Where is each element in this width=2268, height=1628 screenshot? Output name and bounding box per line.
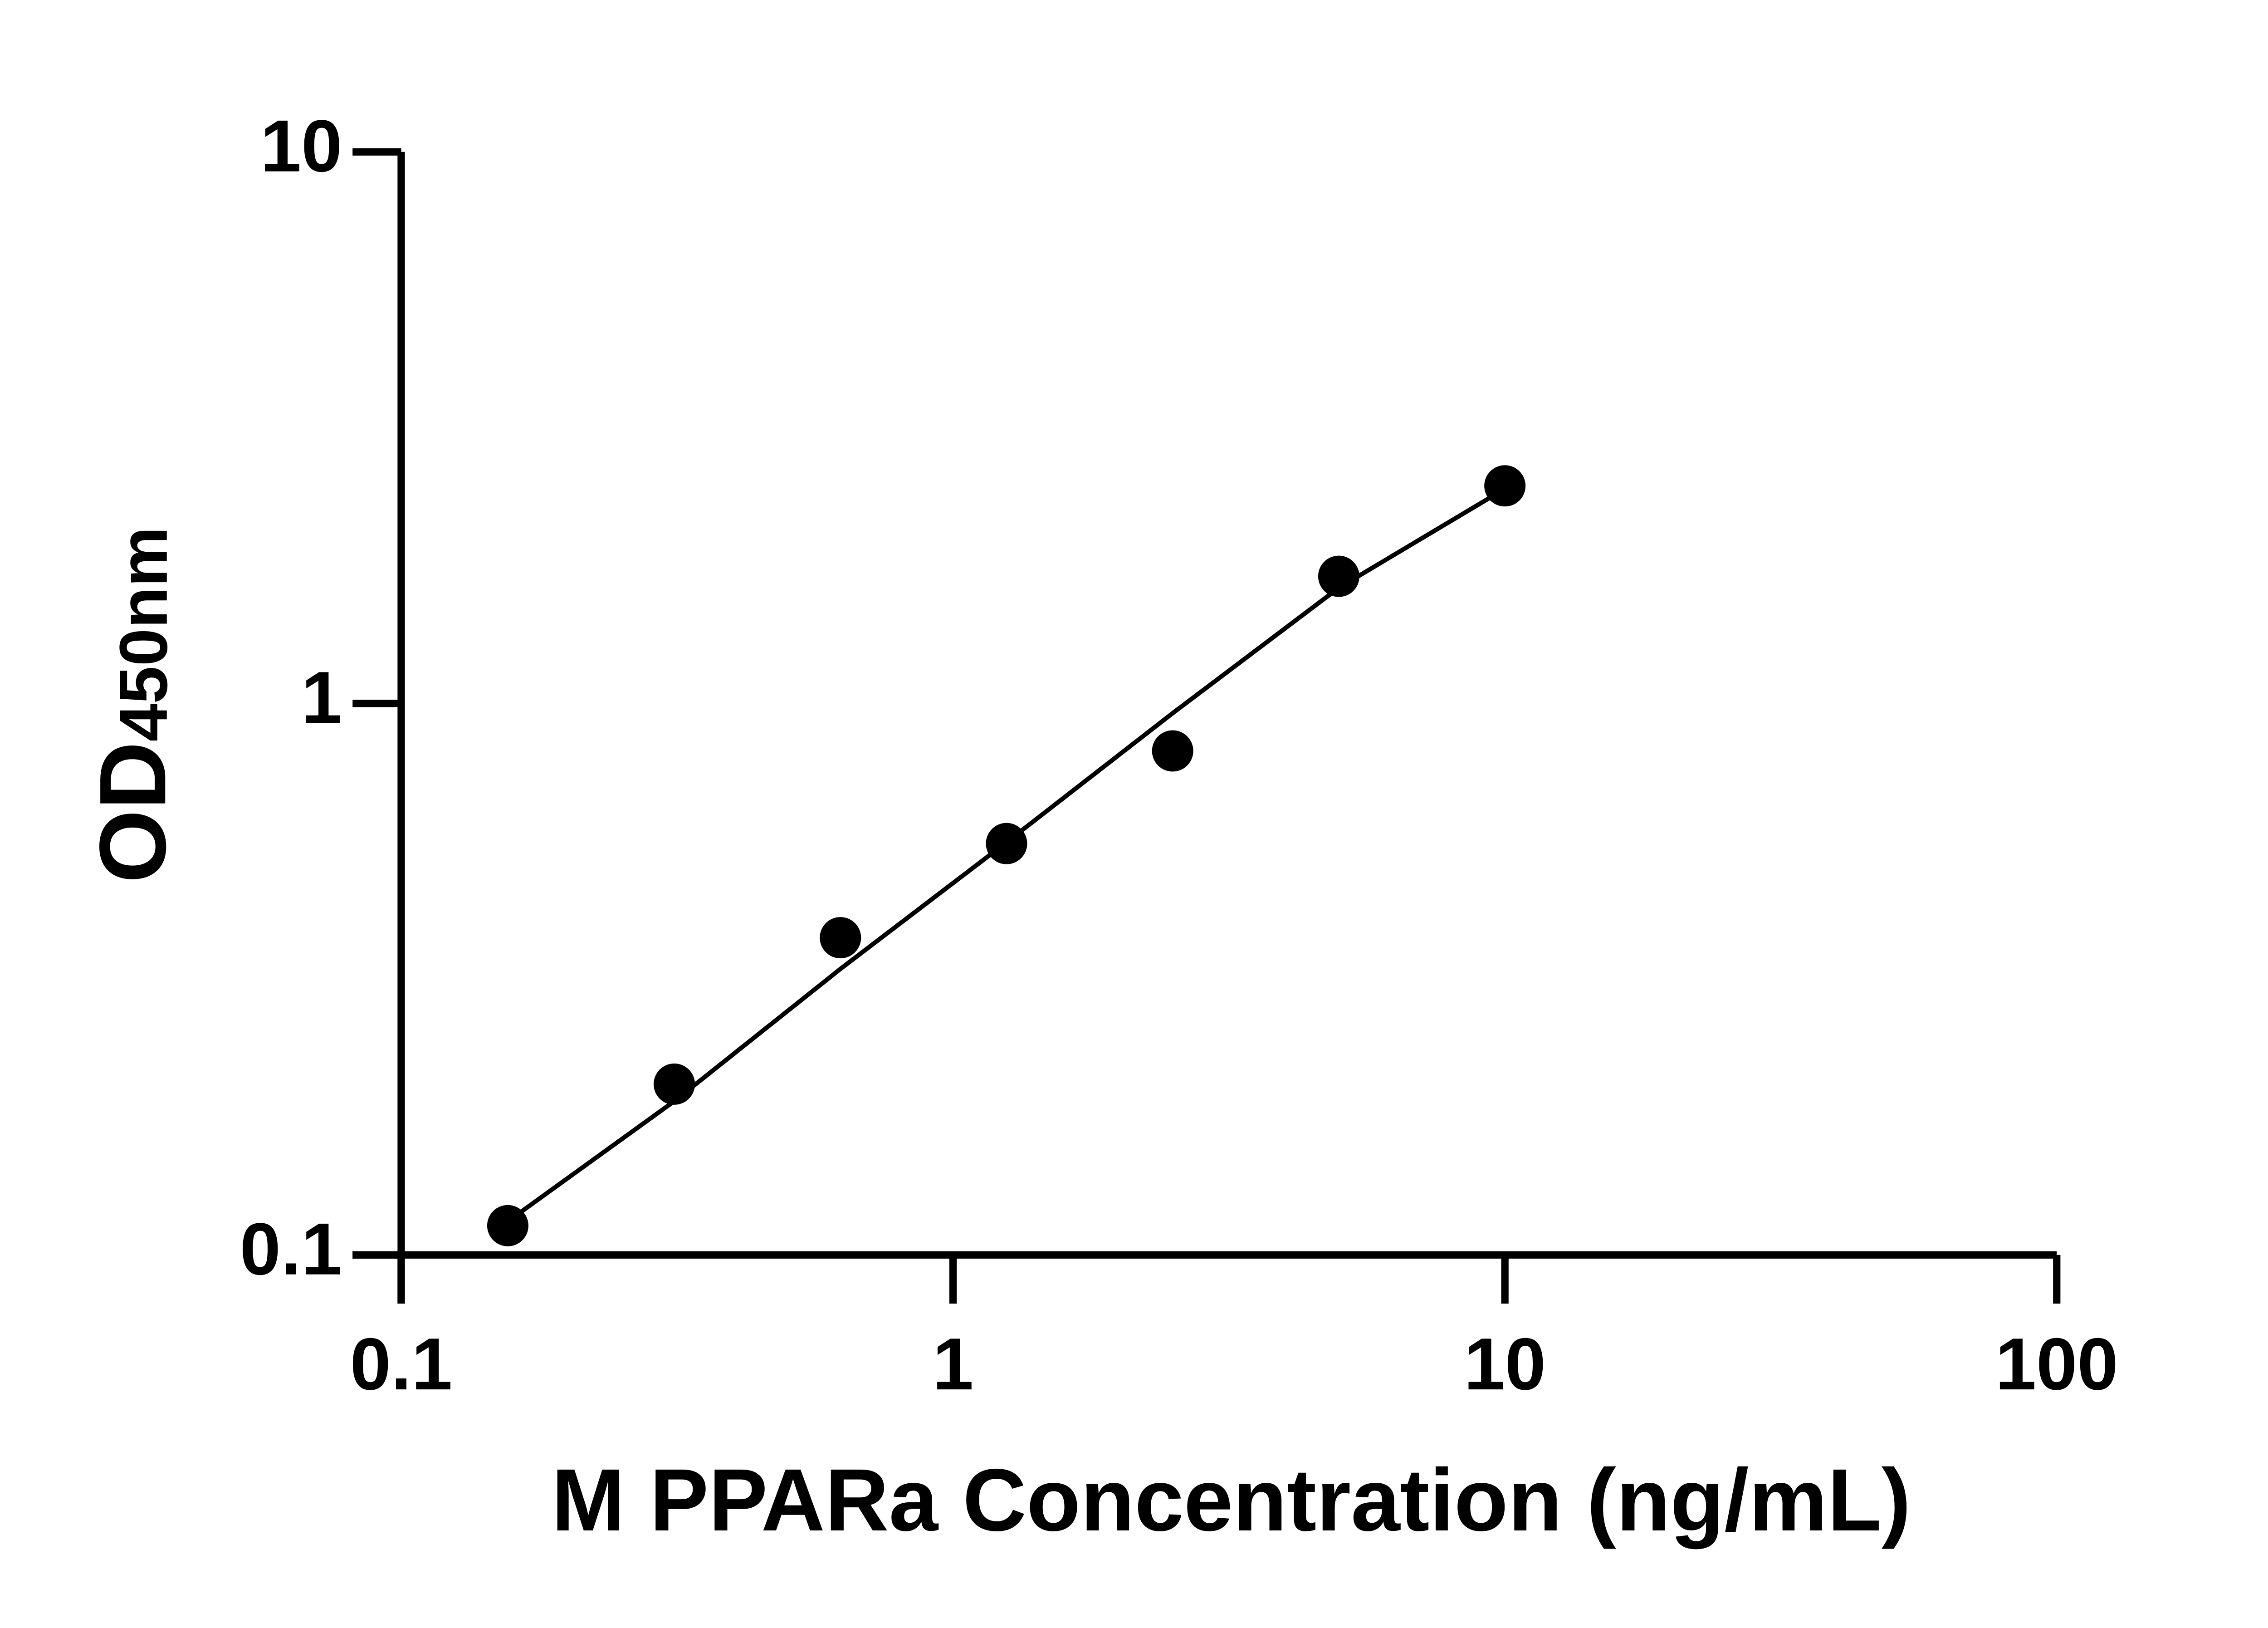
data-point: [1318, 555, 1359, 597]
data-point: [820, 917, 861, 959]
y-axis-label-main: OD: [80, 741, 186, 883]
y-tick-label: 0.1: [240, 1208, 342, 1290]
data-point: [1152, 730, 1193, 772]
x-tick-label: 100: [1995, 1323, 2118, 1405]
x-tick-label: 0.1: [350, 1323, 453, 1405]
y-axis-label: OD450nm: [80, 527, 186, 883]
y-tick-label: 1: [301, 657, 342, 739]
data-point: [986, 823, 1027, 864]
x-tick-label: 10: [1464, 1323, 1546, 1405]
y-axis-label-sub: 450nm: [106, 527, 181, 742]
x-tick-label: 1: [933, 1323, 973, 1405]
x-axis-label: M PPARa Concentration (ng/mL): [552, 1451, 1911, 1550]
y-tick-label: 10: [260, 105, 342, 187]
data-point: [654, 1063, 695, 1105]
data-point: [1484, 465, 1526, 507]
data-point: [487, 1205, 528, 1246]
